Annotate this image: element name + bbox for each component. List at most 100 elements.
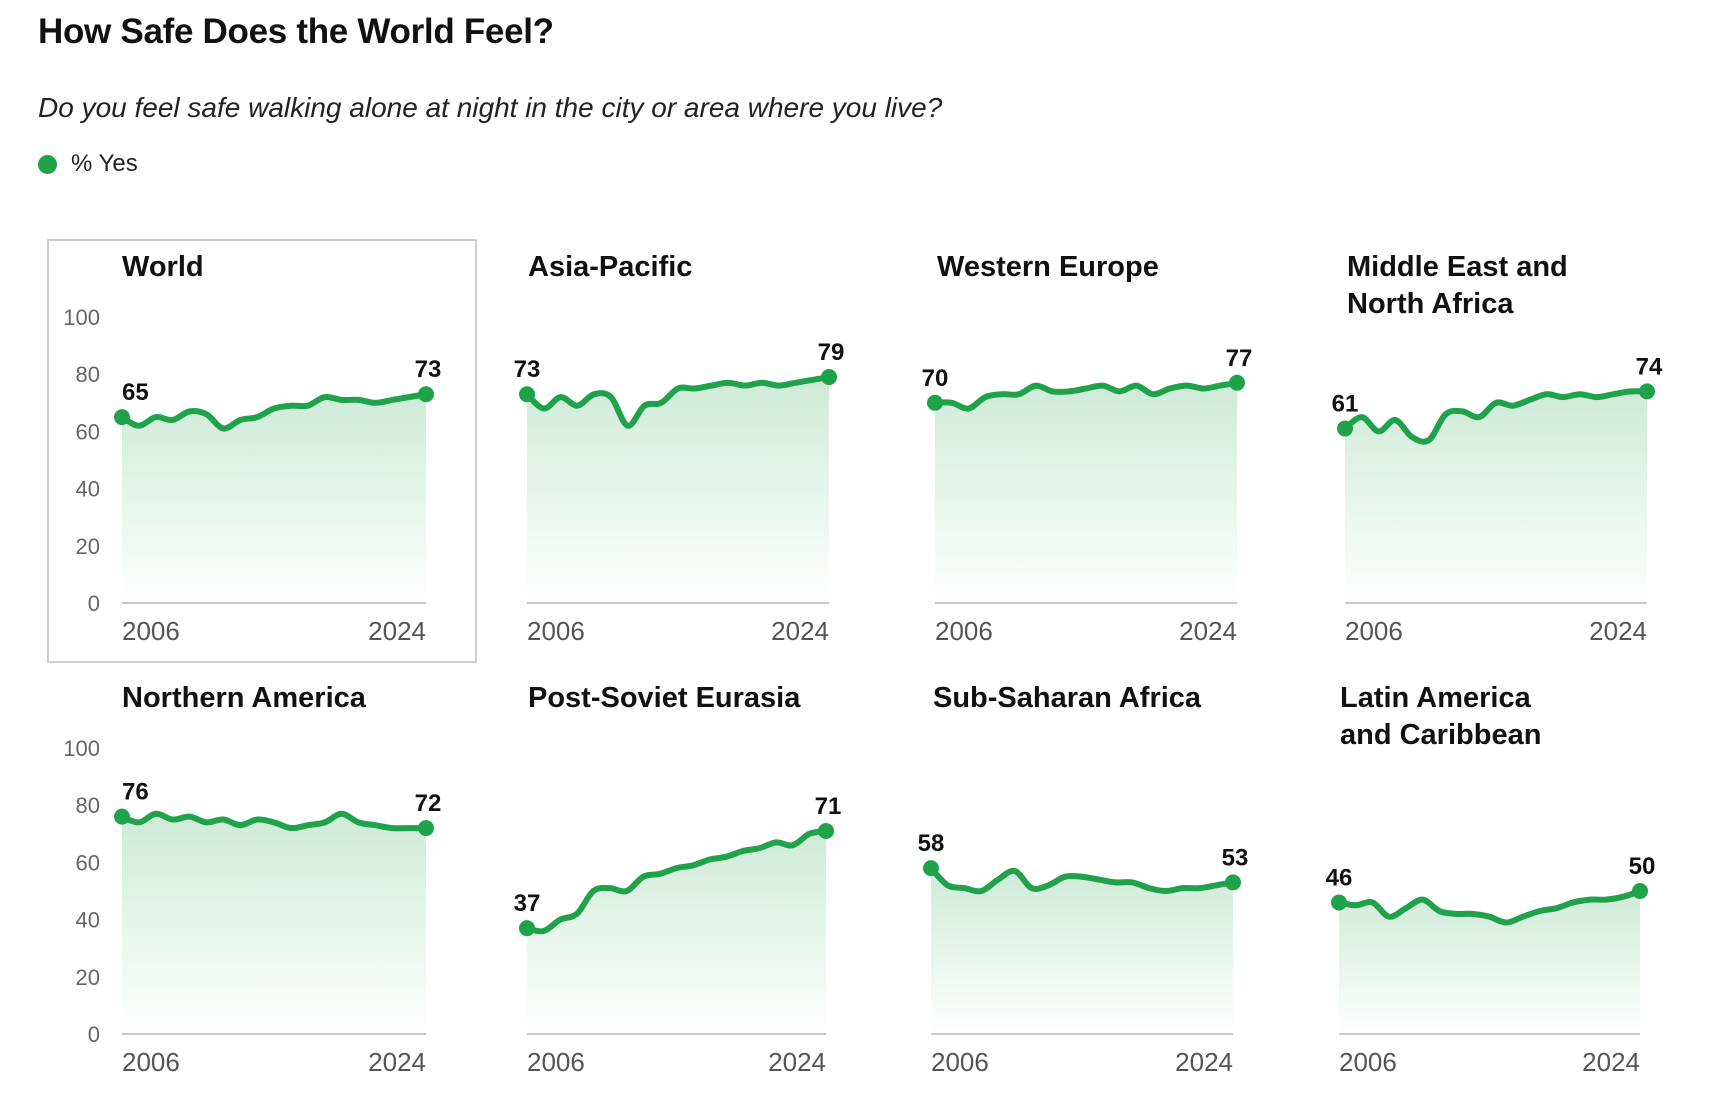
series-area bbox=[1339, 891, 1640, 1034]
start-value-label: 46 bbox=[1326, 864, 1353, 891]
panel-title: Western Europe bbox=[937, 251, 1159, 283]
y-tick-label: 80 bbox=[76, 362, 100, 387]
end-point bbox=[1639, 383, 1655, 400]
end-point bbox=[818, 822, 834, 839]
start-point bbox=[927, 394, 943, 411]
series-area bbox=[935, 382, 1237, 603]
start-value-label: 65 bbox=[122, 379, 149, 406]
y-tick-label: 20 bbox=[76, 534, 100, 559]
x-tick-label: 2024 bbox=[1179, 616, 1237, 646]
x-tick-label: 2024 bbox=[1589, 616, 1647, 646]
end-point bbox=[418, 820, 434, 837]
end-point bbox=[1632, 883, 1648, 899]
start-point bbox=[923, 860, 939, 877]
start-value-label: 76 bbox=[122, 779, 149, 806]
start-point bbox=[519, 920, 535, 937]
start-value-label: 61 bbox=[1332, 391, 1359, 418]
y-tick-label: 100 bbox=[63, 736, 100, 761]
legend: % Yes bbox=[38, 150, 138, 178]
panel-title: North Africa bbox=[1347, 288, 1514, 320]
end-value-label: 77 bbox=[1226, 345, 1253, 372]
chart-panel-6: Sub-Saharan Africa 58 53 2006 2024 bbox=[918, 682, 1249, 1077]
chart-subtitle: Do you feel safe walking alone at night … bbox=[38, 92, 943, 123]
chart-panel-2: Western Europe 70 77 2006 2024 bbox=[922, 251, 1253, 646]
start-point bbox=[1337, 420, 1353, 437]
y-tick-label: 0 bbox=[88, 1022, 100, 1047]
end-value-label: 53 bbox=[1222, 844, 1249, 871]
x-tick-label: 2006 bbox=[527, 1047, 585, 1077]
end-value-label: 72 bbox=[415, 790, 442, 817]
x-tick-label: 2024 bbox=[368, 1047, 426, 1077]
y-tick-label: 40 bbox=[76, 477, 100, 502]
panel-title: Northern America bbox=[122, 682, 367, 714]
panel-title: World bbox=[122, 251, 204, 283]
start-point bbox=[519, 386, 535, 403]
end-value-label: 71 bbox=[815, 793, 842, 820]
series-area bbox=[931, 868, 1233, 1034]
series-area bbox=[527, 830, 826, 1034]
start-value-label: 37 bbox=[514, 890, 541, 917]
highlight-frame bbox=[47, 239, 477, 663]
series-line bbox=[932, 379, 1240, 412]
panel-title: Latin America bbox=[1340, 682, 1532, 714]
chart-panel-3: Middle East and North Africa 61 74 2006 2024 bbox=[1332, 251, 1663, 646]
series-area bbox=[527, 377, 829, 603]
y-tick-label: 60 bbox=[76, 850, 100, 875]
start-value-label: 58 bbox=[918, 830, 945, 857]
panel-title: and Caribbean bbox=[1340, 719, 1541, 751]
chart-panel-1: Asia-Pacific 73 79 2006 2024 bbox=[514, 251, 845, 646]
end-value-label: 79 bbox=[818, 339, 845, 366]
x-tick-label: 2024 bbox=[771, 616, 829, 646]
series-area bbox=[122, 394, 426, 603]
x-tick-label: 2024 bbox=[1582, 1047, 1640, 1077]
x-tick-label: 2006 bbox=[931, 1047, 989, 1077]
panel-title: Post-Soviet Eurasia bbox=[528, 682, 801, 714]
legend-dot-icon bbox=[38, 154, 57, 174]
x-tick-label: 2024 bbox=[368, 616, 426, 646]
series-area bbox=[122, 813, 426, 1034]
x-tick-label: 2006 bbox=[122, 1047, 180, 1077]
series-line bbox=[119, 391, 429, 432]
end-value-label: 73 bbox=[415, 356, 442, 383]
chart-panel-0: World 0 20 40 60 80 100 65 73 2006 2024 bbox=[63, 251, 441, 646]
start-value-label: 73 bbox=[514, 356, 541, 383]
y-tick-label: 100 bbox=[63, 305, 100, 330]
x-tick-label: 2024 bbox=[768, 1047, 826, 1077]
y-tick-label: 80 bbox=[76, 793, 100, 818]
end-value-label: 74 bbox=[1636, 353, 1663, 380]
x-tick-label: 2006 bbox=[122, 616, 180, 646]
chart-panel-4: Northern America 0 20 40 60 80 100 76 72 2006 2024 bbox=[63, 682, 441, 1077]
series-line bbox=[1342, 388, 1650, 445]
series-line bbox=[524, 374, 832, 429]
x-tick-label: 2006 bbox=[1345, 616, 1403, 646]
series-line bbox=[928, 865, 1236, 895]
y-tick-label: 60 bbox=[76, 419, 100, 444]
end-point bbox=[1229, 374, 1245, 391]
chart-panel-7: Latin America and Caribbean 46 50 2006 2024 bbox=[1326, 682, 1656, 1077]
page-title: How Safe Does the World Feel? bbox=[38, 12, 554, 51]
panel-title: Sub-Saharan Africa bbox=[933, 682, 1202, 714]
end-point bbox=[821, 369, 837, 386]
x-tick-label: 2024 bbox=[1175, 1047, 1233, 1077]
end-value-label: 50 bbox=[1629, 853, 1656, 880]
start-point bbox=[114, 409, 130, 426]
series-line bbox=[119, 810, 429, 832]
start-point bbox=[114, 808, 130, 825]
series-line bbox=[524, 827, 829, 935]
start-value-label: 70 bbox=[922, 365, 949, 392]
x-tick-label: 2006 bbox=[935, 616, 993, 646]
x-tick-label: 2006 bbox=[1339, 1047, 1397, 1077]
chart-panel-5: Post-Soviet Eurasia 37 71 2006 2024 bbox=[514, 682, 842, 1077]
panel-title: Asia-Pacific bbox=[528, 251, 692, 283]
series-line bbox=[1336, 888, 1643, 926]
x-tick-label: 2006 bbox=[527, 616, 585, 646]
end-point bbox=[1225, 874, 1241, 891]
panel-title: Middle East and bbox=[1347, 251, 1568, 283]
legend-label: % Yes bbox=[71, 150, 138, 177]
y-tick-label: 40 bbox=[76, 908, 100, 933]
y-tick-label: 20 bbox=[76, 965, 100, 990]
end-point bbox=[418, 386, 434, 403]
start-point bbox=[1331, 894, 1347, 911]
y-tick-label: 0 bbox=[88, 591, 100, 616]
